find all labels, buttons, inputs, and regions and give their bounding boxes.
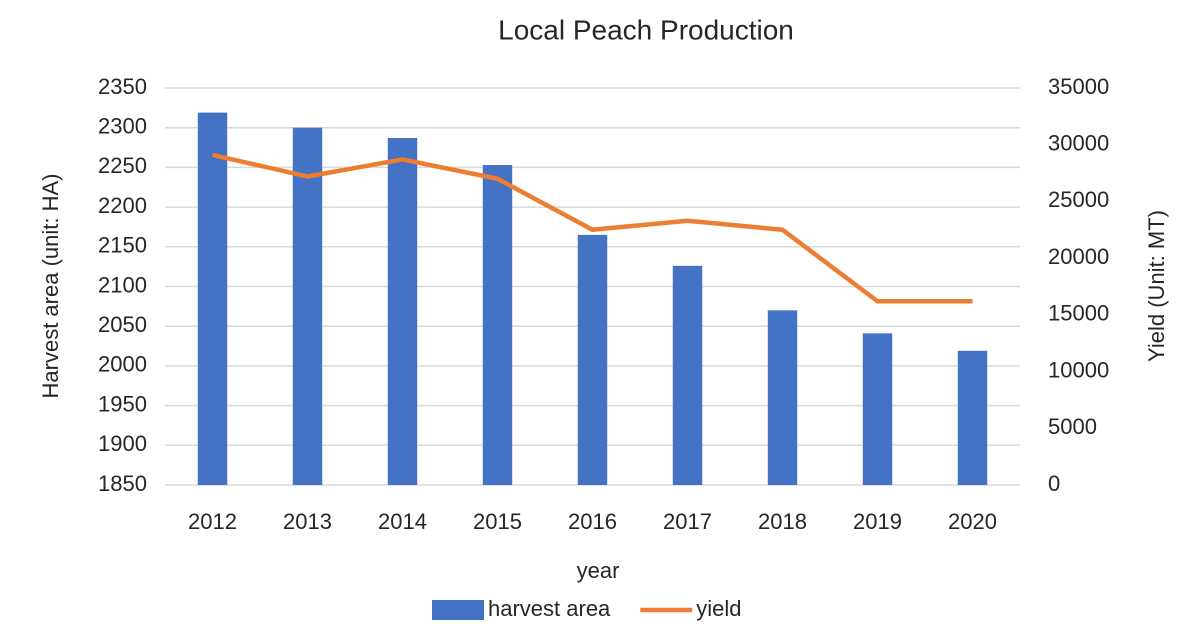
y2-tick-label: 20000 xyxy=(1048,244,1109,269)
x-tick-label: 2016 xyxy=(568,509,617,534)
y-tick-label: 2150 xyxy=(98,233,147,258)
legend-label: harvest area xyxy=(488,596,611,621)
x-tick-label: 2012 xyxy=(188,509,237,534)
y-tick-label: 1900 xyxy=(98,431,147,456)
x-tick-label: 2015 xyxy=(473,509,522,534)
x-tick-label: 2018 xyxy=(758,509,807,534)
y-tick-label: 1950 xyxy=(98,391,147,416)
y2-tick-label: 35000 xyxy=(1048,74,1109,99)
legend-label: yield xyxy=(696,596,741,621)
bar xyxy=(577,234,608,485)
bar xyxy=(197,112,228,485)
bar xyxy=(672,265,703,485)
bar xyxy=(957,350,988,485)
y-tick-label: 2300 xyxy=(98,114,147,139)
x-axis-title: year xyxy=(577,558,620,583)
y2-tick-label: 5000 xyxy=(1048,414,1097,439)
y2-tick-label: 10000 xyxy=(1048,357,1109,382)
y2-tick-label: 0 xyxy=(1048,471,1060,496)
y-tick-label: 2250 xyxy=(98,153,147,178)
bar xyxy=(292,127,323,485)
y-tick-label: 2200 xyxy=(98,193,147,218)
y2-tick-label: 15000 xyxy=(1048,301,1109,326)
y-axis-title: Harvest area (unit: HA) xyxy=(38,174,63,399)
y-tick-label: 2350 xyxy=(98,74,147,99)
y2-axis-title: Yield (Unit: MT) xyxy=(1144,210,1169,362)
legend-swatch xyxy=(432,600,484,620)
line xyxy=(212,152,973,304)
chart-title: Local Peach Production xyxy=(498,14,794,45)
x-tick-label: 2019 xyxy=(853,509,902,534)
x-tick-label: 2020 xyxy=(948,509,997,534)
bar xyxy=(482,165,513,485)
bar xyxy=(767,310,798,485)
y2-tick-label: 25000 xyxy=(1048,187,1109,212)
bar xyxy=(862,333,893,485)
x-tick-label: 2014 xyxy=(378,509,427,534)
x-tick-label: 2017 xyxy=(663,509,712,534)
y2-tick-label: 30000 xyxy=(1048,131,1109,156)
y-tick-label: 2100 xyxy=(98,272,147,297)
x-tick-label: 2013 xyxy=(283,509,332,534)
bar xyxy=(387,138,418,485)
y-tick-label: 1850 xyxy=(98,471,147,496)
y-tick-label: 2050 xyxy=(98,312,147,337)
y-tick-label: 2000 xyxy=(98,352,147,377)
